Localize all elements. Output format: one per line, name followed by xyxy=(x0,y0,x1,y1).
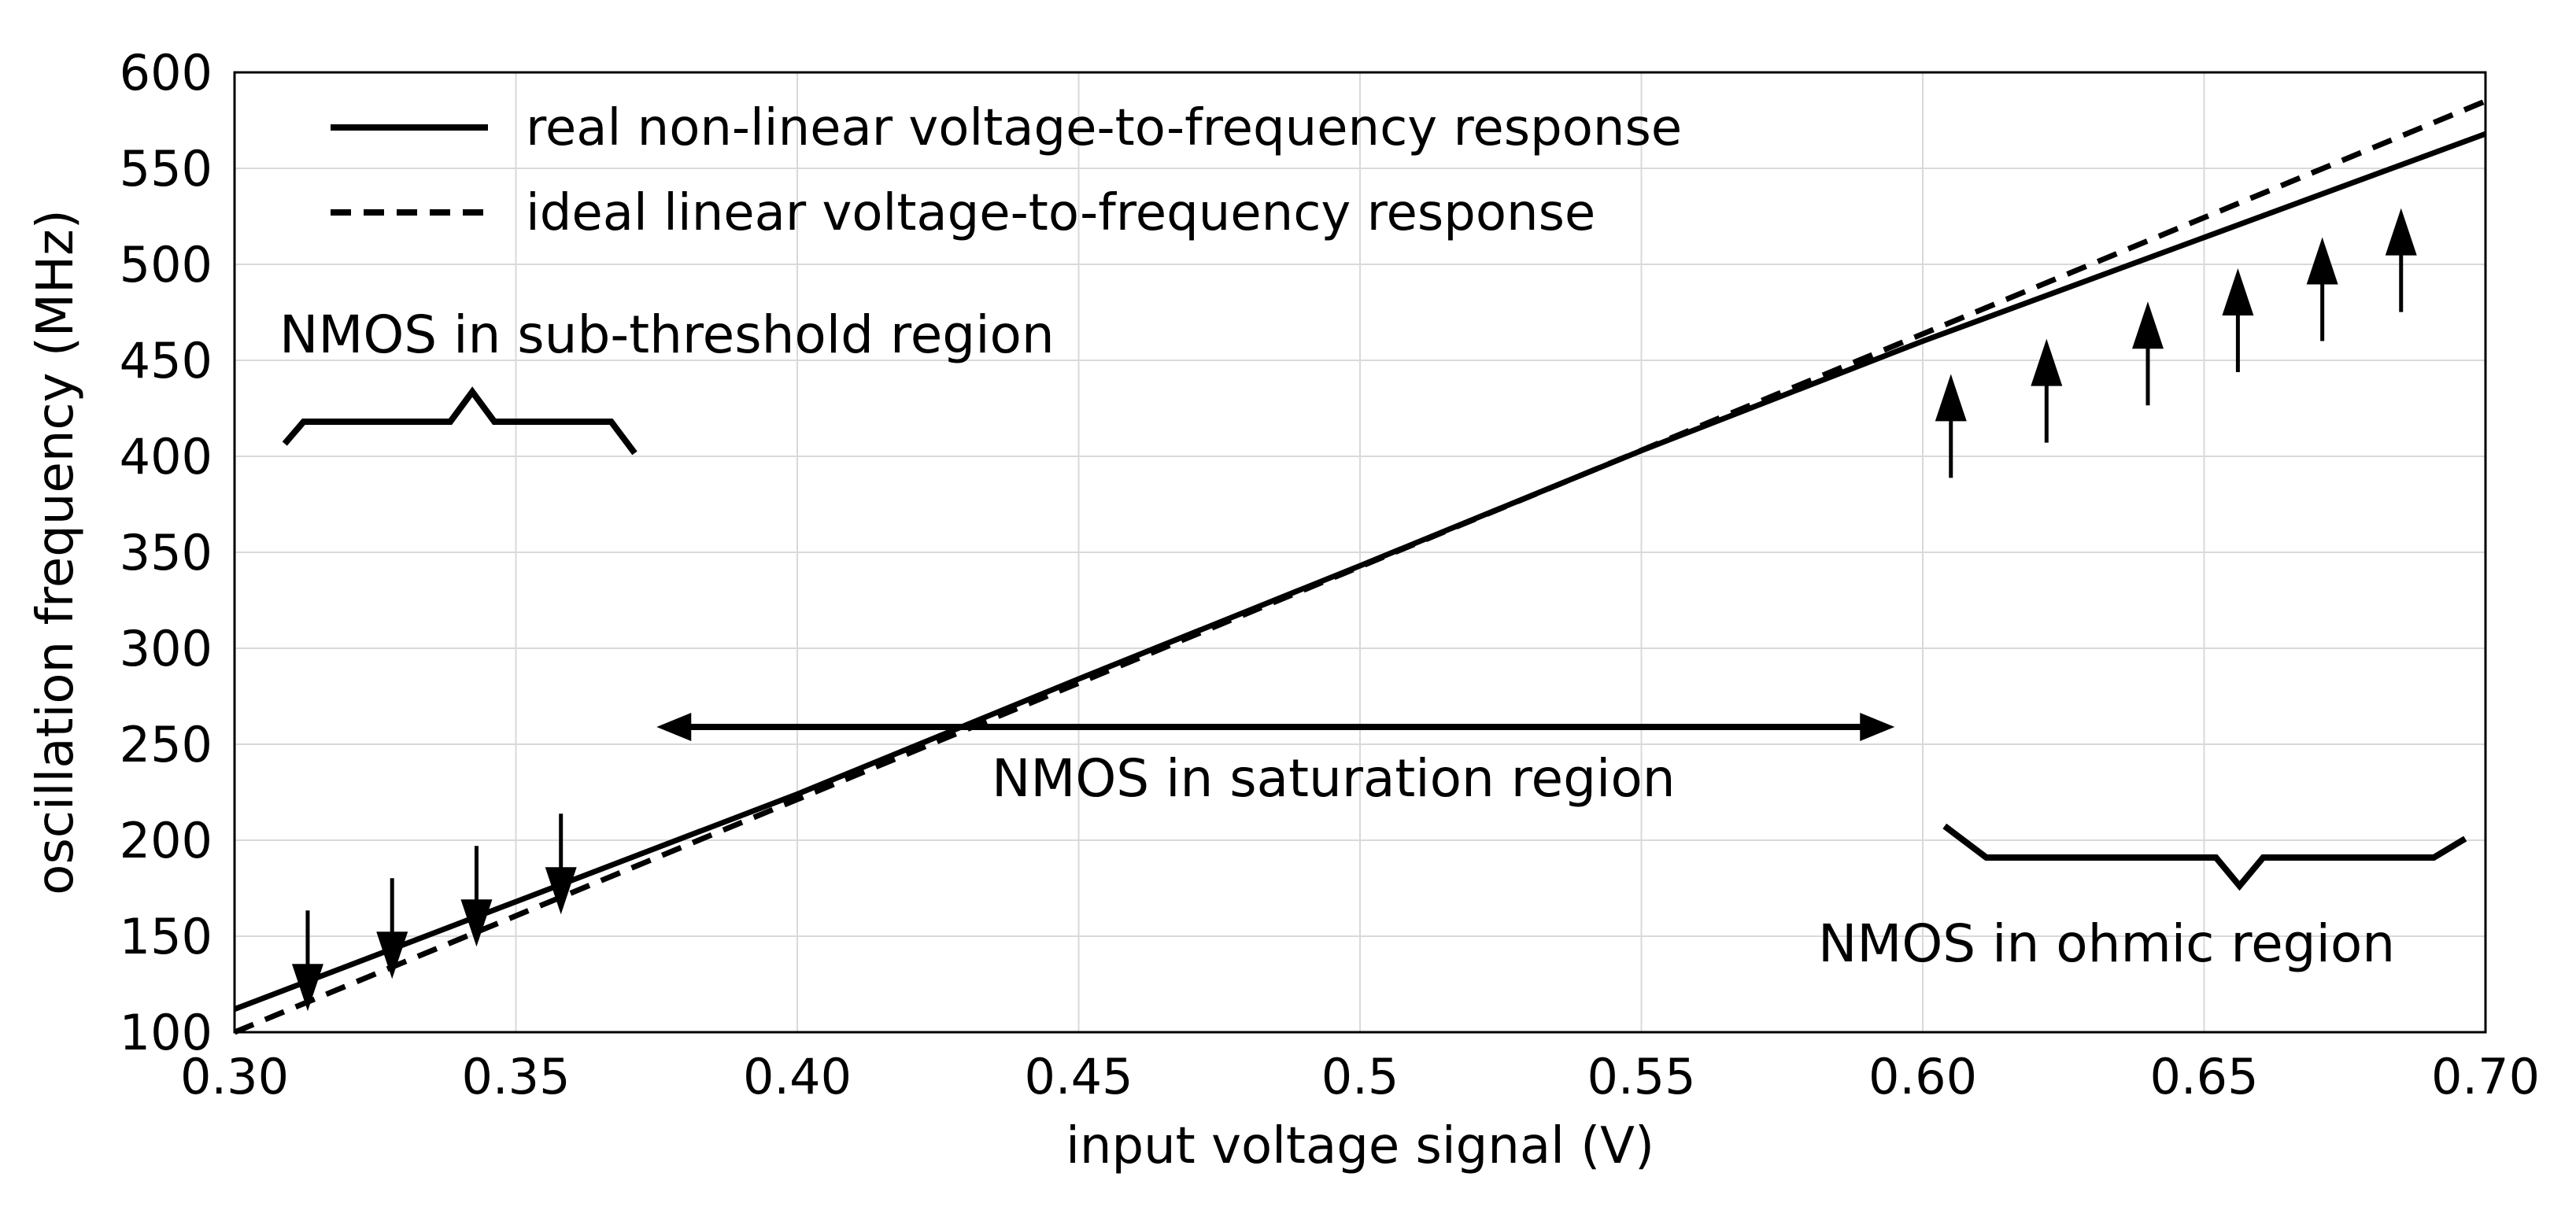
x-axis-label: input voltage signal (V) xyxy=(1066,1117,1654,1175)
x-tick-label: 0.5 xyxy=(1321,1048,1399,1105)
down-arrow-head xyxy=(460,899,493,947)
up-arrow-head xyxy=(1935,374,1967,422)
y-axis-label: oscillation frequency (MHz) xyxy=(27,209,85,895)
saturation-label: NMOS in saturation region xyxy=(992,748,1676,809)
y-tick-label: 600 xyxy=(120,44,213,101)
saturation-arrow-left-head xyxy=(656,713,692,742)
tick-layer: 0.30 0.35 0.40 0.45 0.5 0.55 0.60 0.65 0.70 100 15… xyxy=(120,44,2540,1105)
saturation-arrow-right-head xyxy=(1860,713,1895,742)
x-tick-label: 0.45 xyxy=(1024,1048,1133,1105)
y-tick-label: 450 xyxy=(120,332,213,389)
x-tick-label: 0.55 xyxy=(1587,1048,1695,1105)
down-arrow-head xyxy=(376,931,408,979)
x-tick-label: 0.30 xyxy=(180,1048,289,1105)
grid-layer xyxy=(234,72,2486,1033)
x-tick-label: 0.70 xyxy=(2431,1048,2540,1105)
up-arrow-head xyxy=(2306,237,2338,285)
y-tick-label: 150 xyxy=(120,908,213,965)
y-tick-label: 100 xyxy=(120,1004,213,1061)
x-tick-label: 0.35 xyxy=(461,1048,570,1105)
real-response-line xyxy=(233,131,2487,1012)
x-tick-label: 0.60 xyxy=(1868,1048,1977,1105)
series-layer xyxy=(233,98,2487,1035)
ideal-response-line xyxy=(233,98,2487,1035)
subthreshold-bracket xyxy=(282,386,638,456)
annotation-layer xyxy=(282,208,2467,1012)
y-tick-label: 550 xyxy=(120,140,213,197)
y-tick-label: 350 xyxy=(120,524,213,581)
up-arrow-head xyxy=(2222,268,2254,316)
down-arrow-head xyxy=(545,867,577,915)
legend-dashed-label: ideal linear voltage-to-frequency respon… xyxy=(526,184,1595,242)
plot-frame xyxy=(233,71,2487,1034)
subthreshold-label: NMOS in sub-threshold region xyxy=(279,304,1055,365)
y-tick-label: 500 xyxy=(120,236,213,293)
up-arrow-head xyxy=(2031,338,2063,386)
legend: real non-linear voltage-to-frequency res… xyxy=(331,99,1682,242)
ohmic-label: NMOS in ohmic region xyxy=(1818,913,2395,974)
ohmic-bracket xyxy=(1942,823,2467,891)
down-arrow-head xyxy=(291,964,323,1012)
up-arrow-head xyxy=(2132,301,2164,349)
up-arrow-head xyxy=(2385,208,2417,256)
y-tick-label: 400 xyxy=(120,428,213,485)
y-tick-label: 250 xyxy=(120,716,213,773)
legend-solid-label: real non-linear voltage-to-frequency res… xyxy=(526,99,1682,157)
y-tick-label: 200 xyxy=(120,812,213,869)
x-tick-label: 0.65 xyxy=(2149,1048,2258,1105)
x-tick-label: 0.40 xyxy=(743,1048,852,1105)
y-tick-label: 300 xyxy=(120,620,213,677)
